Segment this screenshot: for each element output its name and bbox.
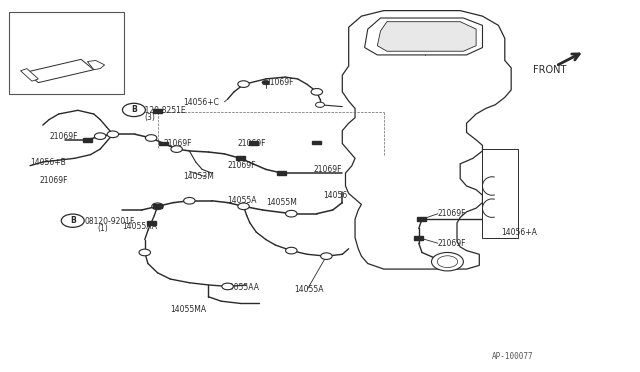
Circle shape (95, 133, 106, 140)
Text: 14056+B: 14056+B (30, 157, 66, 167)
Polygon shape (342, 11, 511, 269)
Circle shape (152, 203, 163, 210)
Circle shape (107, 131, 118, 138)
Text: 21069F: 21069F (164, 139, 193, 148)
Bar (312, 141, 321, 144)
Text: 14056: 14056 (323, 191, 348, 200)
Circle shape (139, 249, 150, 256)
Text: 14056+A: 14056+A (502, 228, 538, 237)
Circle shape (285, 211, 297, 217)
Text: 21069F: 21069F (438, 239, 467, 248)
Text: 14055AA: 14055AA (122, 222, 157, 231)
Text: 14055A: 14055A (294, 285, 324, 294)
Bar (483, 149, 518, 238)
Polygon shape (26, 60, 94, 83)
Text: AP-100077: AP-100077 (492, 352, 534, 361)
Text: 21069F: 21069F (49, 132, 77, 141)
Circle shape (262, 80, 269, 85)
Circle shape (311, 89, 323, 95)
Circle shape (316, 102, 324, 108)
Bar (236, 157, 245, 160)
Text: 14053M: 14053M (183, 172, 214, 181)
Text: 08120-8251E: 08120-8251E (135, 106, 186, 115)
Text: (1): (1) (97, 224, 108, 233)
Text: 14055M: 14055M (266, 198, 297, 207)
Polygon shape (365, 18, 483, 55)
Circle shape (238, 81, 249, 87)
Bar (153, 109, 162, 113)
Circle shape (171, 146, 182, 153)
Bar (277, 171, 286, 175)
Bar (417, 217, 426, 221)
Bar (414, 236, 423, 240)
Text: 21069F: 21069F (228, 161, 256, 170)
Text: 21069F: 21069F (438, 209, 467, 218)
Text: 21069F: 21069F (40, 176, 68, 185)
Text: 14056+C: 14056+C (183, 99, 219, 108)
Circle shape (321, 253, 332, 260)
Circle shape (285, 247, 297, 254)
Bar (153, 205, 162, 208)
Text: FRONT: FRONT (534, 65, 567, 75)
Text: 21068Z: 21068Z (19, 21, 54, 30)
Circle shape (437, 256, 458, 267)
Text: B: B (70, 216, 76, 225)
Polygon shape (88, 61, 104, 70)
Bar (9, 13, 124, 94)
Circle shape (184, 198, 195, 204)
Text: 21069F: 21069F (314, 165, 342, 174)
Circle shape (61, 214, 84, 227)
Circle shape (145, 135, 157, 141)
Text: 14055MA: 14055MA (170, 305, 206, 314)
Circle shape (238, 203, 249, 210)
Text: (3): (3) (145, 113, 156, 122)
Polygon shape (20, 68, 38, 81)
Circle shape (122, 103, 145, 116)
Circle shape (222, 283, 234, 290)
Bar (159, 142, 168, 145)
Text: 14055A: 14055A (228, 196, 257, 205)
Bar (147, 221, 156, 225)
Bar (83, 138, 92, 142)
Text: 08120-9201F: 08120-9201F (84, 217, 134, 225)
Text: 14055AA: 14055AA (225, 283, 259, 292)
Text: 21069F: 21069F (266, 78, 294, 87)
Text: 21069F: 21069F (237, 139, 266, 148)
Bar (248, 141, 257, 145)
Text: B: B (131, 105, 137, 115)
Polygon shape (378, 22, 476, 51)
Circle shape (431, 253, 463, 271)
